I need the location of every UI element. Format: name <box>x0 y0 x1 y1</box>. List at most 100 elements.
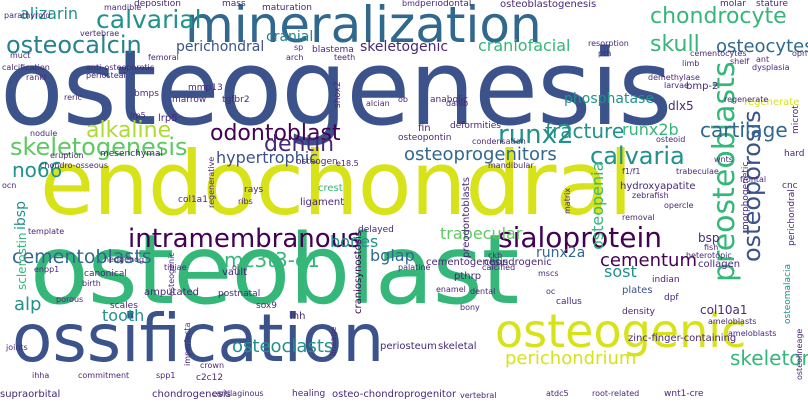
word-limb: limb <box>682 59 700 68</box>
word-perichondrium: perichondrium <box>505 348 637 369</box>
word-callus: callus <box>556 297 582 307</box>
word-femoral: femoral <box>148 53 179 62</box>
word-regenerative: regenerative <box>207 156 216 208</box>
word-osteocytes: osteocytes <box>716 36 808 57</box>
word-lrp5-2: lrp5 <box>130 111 146 120</box>
word-chondro-osseous: chondro-osseous <box>40 161 108 170</box>
word-cranial: cranial <box>266 29 314 45</box>
word-sclerostin: sclerostin <box>15 232 29 290</box>
word-wnts: wnts <box>714 155 733 164</box>
word-hydroxyapatite: hydroxyapatite <box>620 181 696 192</box>
word-chondrocyte: chondrocyte <box>650 4 787 29</box>
word-zinc-finger-containing: zinc-finger-containing <box>628 333 737 344</box>
word-skeletogenic: skeletogenic <box>360 39 449 55</box>
word-preodontoblasts: preodontoblasts <box>461 177 472 258</box>
word-perichondral-small: perichondral <box>787 189 797 246</box>
word-crest: crest <box>318 183 343 194</box>
word-periodontal: periodontal <box>420 0 472 9</box>
word-muct: muct <box>10 51 31 60</box>
word-lineage: lineage <box>329 326 338 356</box>
word-shox2: shox2 <box>333 81 343 108</box>
word-ligament: ligament <box>300 197 345 208</box>
word-tooth: tooth <box>102 306 145 325</box>
word-imperfecta: imperfecta <box>183 322 192 366</box>
word-stature: stature <box>756 0 789 9</box>
word-calcification: calcification <box>2 63 50 72</box>
word-cementoblasts: cementoblasts <box>12 246 152 268</box>
word-oc: oc <box>546 287 556 296</box>
word-osteomalacia: osteomalacia <box>783 263 793 324</box>
word-pth: pth <box>598 49 612 58</box>
word-enpp1: enpp1 <box>34 265 60 274</box>
word-palatine: palatine <box>398 263 431 272</box>
word-mscs: mscs <box>538 269 559 278</box>
word-runx2b: runx2b <box>622 120 679 139</box>
word-col1a1: col1a1 <box>178 195 208 205</box>
word-vertebral: vertebral <box>460 391 497 400</box>
word-hypertrophic: hypertrophic <box>216 148 319 167</box>
word-ihh: ihh <box>290 311 306 322</box>
word-sox9: sox9 <box>256 301 277 311</box>
word-ameloblasts-2: ameloblasts <box>728 329 777 338</box>
word-f1f1: f1/f1 <box>622 167 641 176</box>
word-phosphatase: phosphatase <box>564 91 654 107</box>
word-osteogenic-small: osteogenic <box>167 252 176 296</box>
word-tgfbr2: tgfbr2 <box>222 95 250 105</box>
word-perichondral: perichondral <box>176 39 265 55</box>
word-ribs: ribs <box>238 197 253 206</box>
word-lrp5: lrp5 <box>158 113 178 124</box>
word-vertebrae: vertebrae <box>80 29 120 38</box>
word-template: template <box>28 227 65 236</box>
word-mass: mass <box>222 0 246 9</box>
word-cartilaginous: cartilaginous <box>212 389 264 398</box>
word-osteoid: osteoid <box>656 135 686 144</box>
word-nodule: nodule <box>30 129 58 138</box>
word-maturation: maturation <box>262 3 312 13</box>
word-reric: reric <box>64 93 82 102</box>
word-craniosynostosis: craniosynostosis <box>353 230 364 314</box>
word-removal: removal <box>622 213 655 222</box>
word-periosteal: periosteal <box>86 71 126 80</box>
word-mineralization: mineralization <box>185 0 542 54</box>
word-bmps: bmps <box>134 89 159 99</box>
word-ckb: ckb <box>488 251 503 260</box>
word-e18-5: e18.5 <box>336 159 359 168</box>
word-parathyroid: parathyroid <box>4 11 51 20</box>
word-cartilage: cartilage <box>700 118 788 142</box>
word-anti-osteoporotic: anti-osteoporotic <box>86 63 155 72</box>
word-arch: arch <box>286 53 304 62</box>
word-intramembranous: intramembranous <box>128 224 361 254</box>
word-chondrogenesis: chondrogenesis <box>152 389 231 400</box>
word-shelf: shelf <box>730 57 750 66</box>
word-cementogenesis: cementogenesis <box>426 257 509 268</box>
word-hedgehog: hedgehog <box>104 255 145 264</box>
word-cementocytes: cementocytes <box>690 49 747 58</box>
word-dlx5: dlx5 <box>668 99 694 113</box>
word-demethylase: demethylase <box>648 73 700 82</box>
word-bony: bony <box>460 303 480 312</box>
word-osteogenic: osteogenic <box>495 304 747 358</box>
word-periosteum: periosteum <box>380 341 437 352</box>
word-mandible: mandible <box>104 3 142 12</box>
word-calcified: calcified <box>482 263 516 272</box>
word-runx2a: runx2a <box>536 245 586 261</box>
word-resorption: resorption <box>588 39 629 48</box>
word-skeleton: skeleton <box>730 346 808 370</box>
word-ant: ant <box>756 55 770 64</box>
word-trabecular: trabecular <box>440 224 523 243</box>
word-spp1: spp1 <box>156 371 176 380</box>
word-rays: rays <box>244 185 264 195</box>
word-ocn: ocn <box>2 181 17 190</box>
word-marrow: marrow <box>172 95 207 105</box>
word-oi: oi <box>232 263 240 272</box>
word-bones: bones <box>330 232 379 251</box>
word-molar: molar <box>720 0 746 9</box>
word-density: density <box>622 307 655 317</box>
word-sp: sp <box>294 43 304 52</box>
word-osteocalcin: osteocalcin <box>6 31 142 59</box>
word-fracture: fracture <box>545 119 625 143</box>
word-no66: no66 <box>12 158 63 182</box>
word-commitment: commitment <box>78 371 130 380</box>
word-dentin: dentin <box>264 132 335 157</box>
